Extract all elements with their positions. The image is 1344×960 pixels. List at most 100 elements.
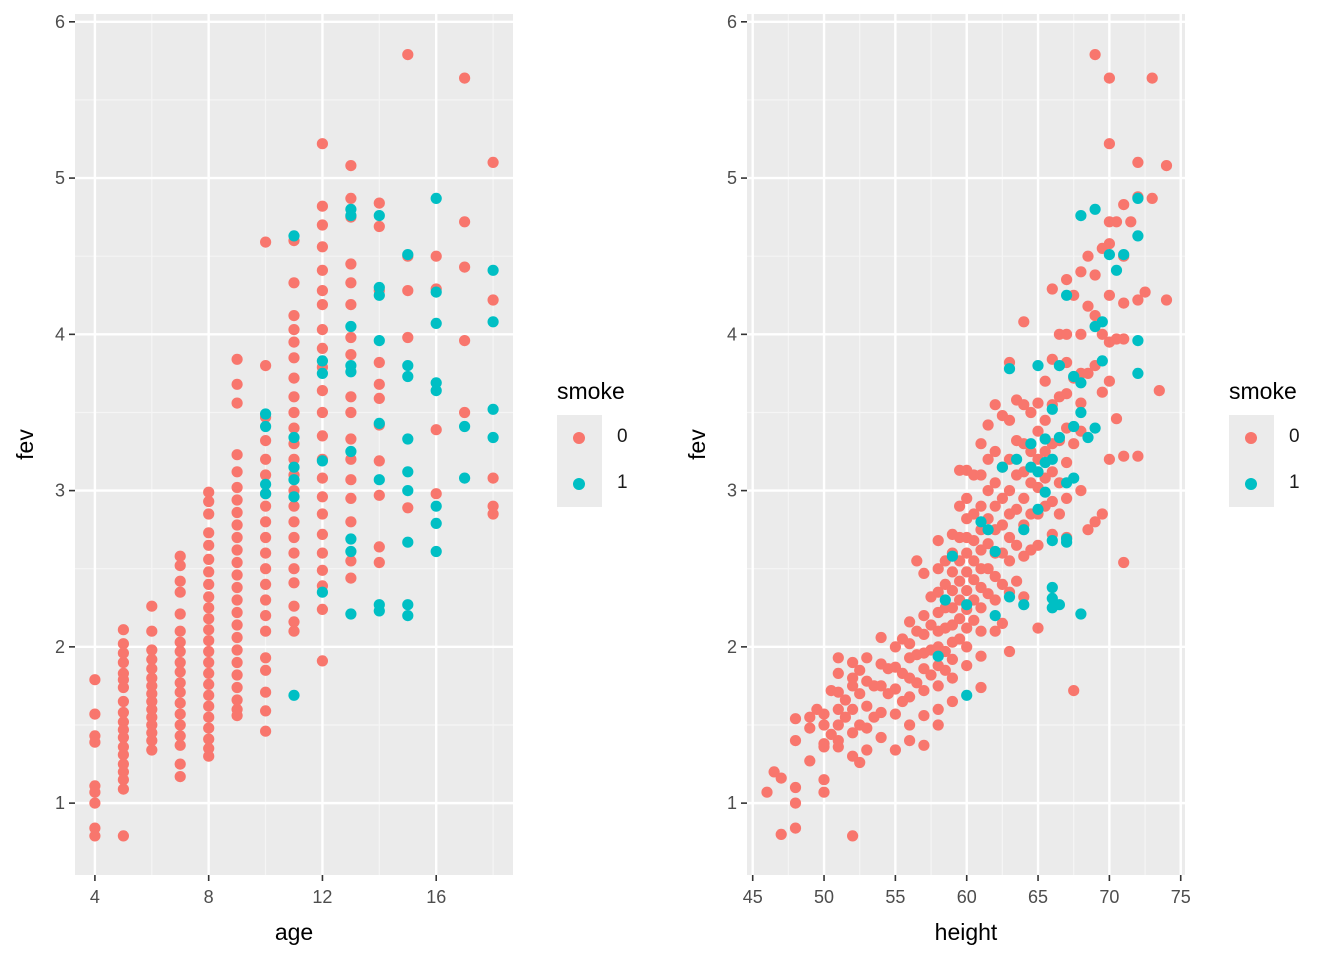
data-point-smoke-0 [146, 719, 158, 731]
data-point-smoke-0 [174, 677, 186, 689]
data-point-smoke-0 [288, 453, 300, 465]
data-point-smoke-0 [316, 472, 328, 484]
data-point-smoke-1 [1003, 591, 1016, 603]
data-point-smoke-0 [316, 508, 328, 520]
data-point-smoke-0 [989, 570, 1001, 583]
data-point-smoke-1 [982, 524, 994, 536]
data-point-smoke-0 [1068, 685, 1080, 697]
data-point-smoke-0 [975, 469, 987, 481]
data-point-smoke-0 [818, 719, 830, 731]
data-point-smoke-0 [918, 685, 930, 697]
data-point-smoke-0 [875, 680, 887, 692]
data-point-smoke-1 [260, 488, 272, 500]
data-point-smoke-0 [1132, 156, 1144, 168]
data-point-smoke-1 [345, 533, 357, 545]
data-point-smoke-0 [775, 772, 787, 784]
data-point-smoke-0 [288, 531, 300, 544]
data-point-smoke-1 [1096, 316, 1108, 328]
data-point-smoke-0 [260, 236, 272, 248]
data-point-smoke-0 [174, 608, 186, 620]
data-point-smoke-0 [430, 424, 442, 436]
data-point-smoke-0 [1103, 138, 1115, 150]
data-point-smoke-0 [373, 392, 385, 404]
data-point-smoke-0 [889, 744, 901, 756]
data-point-smoke-0 [1110, 413, 1123, 425]
data-point-smoke-0 [260, 516, 272, 528]
data-point-smoke-0 [345, 349, 357, 361]
data-point-smoke-0 [1061, 492, 1073, 504]
data-point-smoke-1 [373, 281, 385, 294]
data-point-smoke-1 [1132, 192, 1144, 204]
data-point-smoke-0 [459, 261, 471, 273]
data-point-smoke-1 [939, 594, 951, 606]
data-point-smoke-0 [146, 744, 158, 756]
data-point-smoke-1 [1061, 289, 1073, 301]
legend-key [1229, 461, 1274, 507]
data-point-smoke-0 [203, 508, 215, 520]
age-fev-chart-panel: 4 8 12 16 1 2 3 4 5 6 age fev smoke 0 1 [12, 12, 628, 945]
data-point-smoke-0 [117, 741, 129, 753]
data-point-smoke-0 [982, 419, 994, 431]
data-point-smoke-0 [146, 663, 158, 675]
data-point-smoke-0 [459, 406, 471, 419]
data-point-smoke-0 [260, 686, 272, 698]
data-point-smoke-0 [345, 474, 357, 486]
data-point-smoke-0 [231, 594, 243, 606]
data-point-smoke-0 [117, 638, 129, 650]
data-point-smoke-0 [231, 519, 243, 531]
data-point-smoke-0 [174, 645, 186, 658]
data-point-smoke-0 [1132, 450, 1144, 462]
data-point-smoke-0 [932, 563, 944, 575]
data-point-smoke-0 [174, 771, 186, 783]
data-point-smoke-0 [1039, 414, 1051, 426]
data-point-smoke-0 [345, 391, 357, 403]
data-point-smoke-0 [1039, 375, 1051, 387]
data-point-smoke-0 [117, 647, 129, 659]
data-point-smoke-0 [854, 688, 866, 700]
data-point-smoke-0 [203, 678, 215, 691]
data-point-smoke-0 [288, 336, 300, 348]
data-point-smoke-0 [203, 553, 215, 566]
data-point-smoke-0 [203, 486, 215, 498]
data-point-smoke-0 [288, 310, 300, 322]
data-point-smoke-0 [804, 722, 816, 734]
legend-dot-icon [1245, 478, 1257, 490]
data-point-smoke-0 [847, 656, 859, 669]
data-point-smoke-0 [1110, 216, 1123, 228]
data-point-smoke-0 [260, 594, 272, 606]
y-axis-title: fev [12, 429, 38, 460]
data-point-smoke-0 [1118, 297, 1130, 309]
data-point-smoke-0 [316, 285, 328, 297]
data-point-smoke-1 [1053, 360, 1065, 372]
data-point-smoke-0 [1046, 495, 1058, 508]
data-point-smoke-0 [203, 539, 215, 551]
data-point-smoke-0 [975, 650, 987, 662]
data-point-smoke-0 [832, 703, 844, 716]
y-tick-label: 6 [55, 12, 65, 32]
data-point-smoke-0 [174, 656, 186, 669]
data-point-smoke-0 [203, 578, 215, 591]
data-point-smoke-0 [961, 641, 973, 653]
data-point-smoke-0 [1075, 266, 1087, 278]
data-point-smoke-1 [373, 210, 385, 222]
data-point-smoke-1 [1039, 433, 1051, 445]
data-point-smoke-0 [430, 488, 442, 500]
data-point-smoke-0 [117, 830, 129, 842]
data-point-smoke-0 [925, 669, 937, 681]
data-point-smoke-0 [1061, 328, 1073, 340]
data-point-smoke-0 [889, 641, 901, 653]
data-point-smoke-0 [89, 674, 101, 686]
data-point-smoke-0 [968, 555, 980, 567]
data-point-smoke-1 [1075, 608, 1087, 620]
data-point-smoke-0 [231, 397, 243, 409]
data-point-smoke-1 [345, 445, 357, 458]
data-point-smoke-1 [430, 286, 442, 298]
data-point-smoke-0 [146, 727, 158, 739]
data-point-smoke-1 [1039, 486, 1051, 498]
data-point-smoke-1 [459, 472, 471, 484]
data-point-smoke-0 [1160, 160, 1173, 172]
data-point-smoke-1 [288, 474, 300, 486]
data-point-smoke-0 [1068, 438, 1080, 450]
data-point-smoke-0 [402, 331, 414, 344]
